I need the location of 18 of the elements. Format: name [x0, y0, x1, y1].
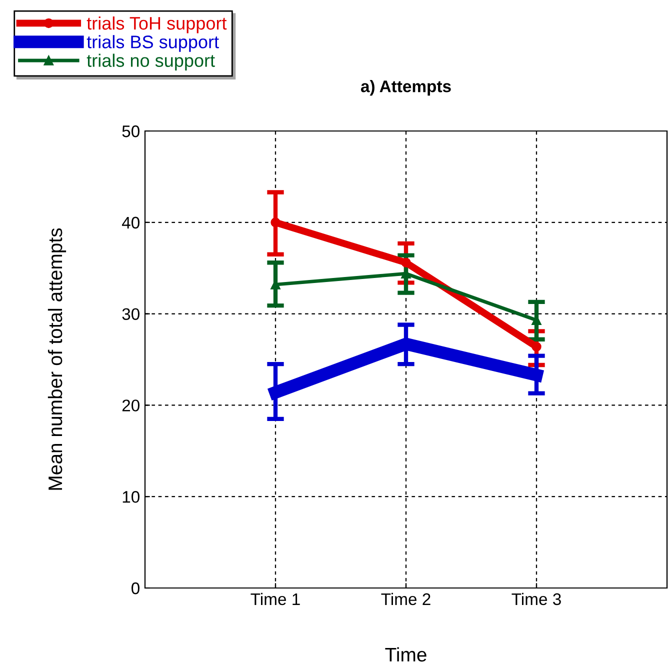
point: [532, 342, 542, 352]
x-tick-label: Time 1: [250, 592, 300, 606]
legend-label: trials ToH support: [86, 16, 227, 34]
y-tick-label: 10: [122, 491, 140, 503]
point: [401, 258, 411, 268]
y-tick-label: 20: [122, 400, 140, 412]
y-tick-label: 0: [132, 582, 140, 594]
x-tick-label: Time 3: [512, 592, 561, 606]
legend-label: trials BS support: [86, 35, 219, 52]
point: [270, 218, 280, 228]
y-tick-label: 30: [122, 308, 140, 320]
x-axis-title: Time: [385, 647, 426, 662]
y-axis-title: Mean number of total attempts: [48, 228, 66, 490]
x-tick-label: Time 2: [381, 592, 430, 606]
legend-label: trials no support: [86, 54, 215, 71]
y-tick-label: 40: [122, 216, 140, 229]
y-tick-label: 50: [122, 125, 140, 138]
chart-title: a) Attempts: [360, 80, 451, 96]
